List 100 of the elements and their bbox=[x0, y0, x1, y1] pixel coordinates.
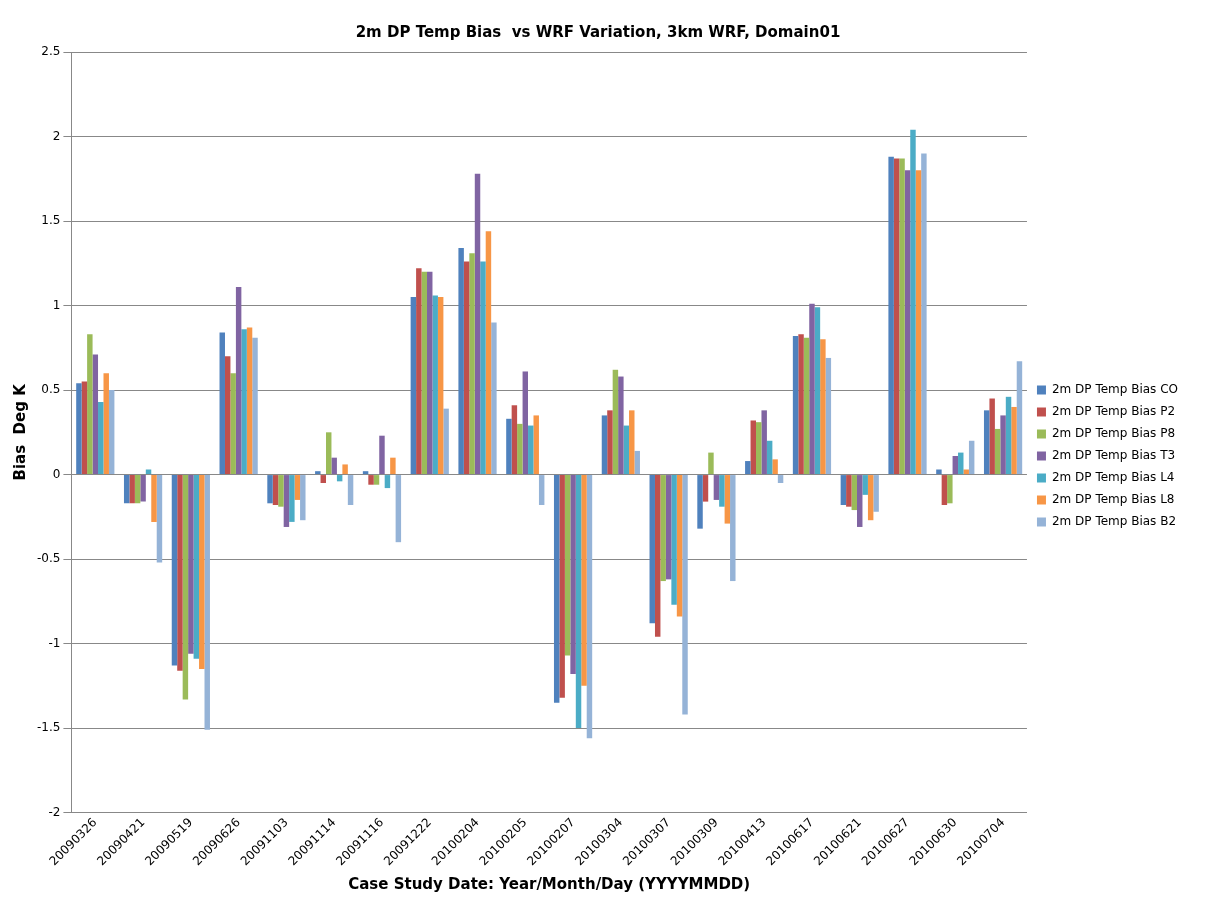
y-tick-label: -1.5 bbox=[36, 720, 61, 735]
bar bbox=[1011, 406, 1017, 475]
bar bbox=[915, 170, 922, 475]
bar bbox=[272, 475, 279, 505]
bar bbox=[177, 475, 183, 671]
bar bbox=[952, 455, 959, 475]
bar bbox=[862, 475, 868, 495]
bar bbox=[511, 405, 518, 475]
bar bbox=[193, 475, 200, 659]
bar bbox=[463, 261, 470, 475]
bar bbox=[533, 415, 539, 475]
bar bbox=[983, 410, 990, 475]
bar bbox=[756, 422, 762, 475]
bar bbox=[766, 440, 773, 475]
y-tick-label: -0.5 bbox=[36, 551, 61, 566]
legend-label: 2m DP Temp Bias P8 bbox=[1051, 426, 1176, 441]
legend-label: 2m DP Temp Bias L8 bbox=[1051, 492, 1175, 507]
bar bbox=[612, 369, 619, 475]
y-tick-label: 2.5 bbox=[41, 44, 61, 59]
bar bbox=[294, 475, 301, 500]
bar bbox=[246, 327, 253, 475]
bar bbox=[750, 420, 756, 475]
bar bbox=[772, 459, 778, 475]
bar bbox=[416, 268, 422, 475]
bar bbox=[968, 440, 975, 475]
bar bbox=[469, 253, 475, 475]
bar bbox=[553, 475, 560, 703]
bar bbox=[252, 337, 258, 475]
bar bbox=[936, 469, 942, 475]
bar bbox=[182, 475, 189, 700]
bar bbox=[649, 475, 655, 624]
bar bbox=[522, 371, 529, 475]
bar bbox=[676, 475, 683, 617]
bar bbox=[320, 475, 326, 484]
bar bbox=[963, 469, 969, 475]
bar bbox=[156, 475, 163, 563]
bar bbox=[623, 425, 630, 475]
bar bbox=[654, 475, 661, 637]
bar bbox=[129, 475, 135, 504]
bar bbox=[134, 475, 141, 504]
bar bbox=[708, 452, 714, 475]
bar bbox=[289, 475, 295, 522]
bar bbox=[564, 475, 571, 656]
bar bbox=[331, 457, 337, 475]
bar bbox=[745, 461, 751, 475]
bar bbox=[851, 475, 858, 511]
bar bbox=[1005, 396, 1012, 475]
bar bbox=[867, 475, 874, 521]
bar bbox=[634, 450, 640, 475]
bar bbox=[629, 410, 635, 475]
bar bbox=[730, 475, 736, 582]
bar bbox=[458, 248, 464, 475]
bar bbox=[994, 428, 1001, 475]
bar bbox=[575, 475, 582, 729]
y-tick-label: 0 bbox=[52, 466, 61, 481]
bar bbox=[81, 381, 88, 475]
y-tick-label: 1.5 bbox=[41, 213, 61, 228]
bar bbox=[660, 475, 666, 582]
bar bbox=[528, 425, 534, 475]
bar bbox=[958, 452, 964, 475]
bar bbox=[235, 286, 242, 475]
bar bbox=[904, 170, 911, 475]
bar bbox=[395, 475, 402, 543]
bar bbox=[559, 475, 565, 698]
bar bbox=[283, 475, 290, 527]
bar bbox=[761, 410, 767, 475]
x-axis-title: Case Study Date: Year/Month/Day (YYYYMMDD) bbox=[348, 874, 751, 893]
bar bbox=[888, 156, 894, 475]
bar bbox=[618, 376, 624, 475]
bar bbox=[671, 475, 677, 605]
bar bbox=[123, 475, 130, 504]
bar bbox=[570, 475, 576, 675]
y-tick-label: 2 bbox=[52, 128, 61, 143]
bar bbox=[586, 475, 593, 739]
bar bbox=[846, 475, 852, 507]
bar bbox=[368, 475, 374, 485]
bar bbox=[1016, 361, 1023, 475]
bar bbox=[941, 475, 948, 505]
y-tick-label: -2 bbox=[48, 804, 61, 819]
bar bbox=[702, 475, 709, 502]
bar bbox=[87, 334, 93, 475]
bar bbox=[437, 297, 444, 475]
bar bbox=[188, 475, 194, 654]
bar bbox=[713, 475, 720, 500]
bar bbox=[947, 475, 953, 504]
bar bbox=[538, 475, 545, 505]
bar bbox=[362, 471, 369, 475]
bar bbox=[825, 357, 832, 475]
bar bbox=[921, 153, 927, 475]
bar bbox=[427, 271, 433, 475]
bar bbox=[485, 231, 492, 475]
chart-title: 2m DP Temp Bias vs WRF Variation, 3km WRF, Domain01 bbox=[355, 22, 841, 41]
bar bbox=[224, 356, 231, 475]
bar bbox=[910, 129, 916, 475]
bar bbox=[410, 297, 417, 475]
bar bbox=[798, 334, 804, 475]
legend-label: 2m DP Temp Bias B2 bbox=[1051, 514, 1177, 529]
bar bbox=[803, 337, 810, 475]
bar bbox=[384, 475, 391, 489]
bar bbox=[989, 398, 995, 475]
